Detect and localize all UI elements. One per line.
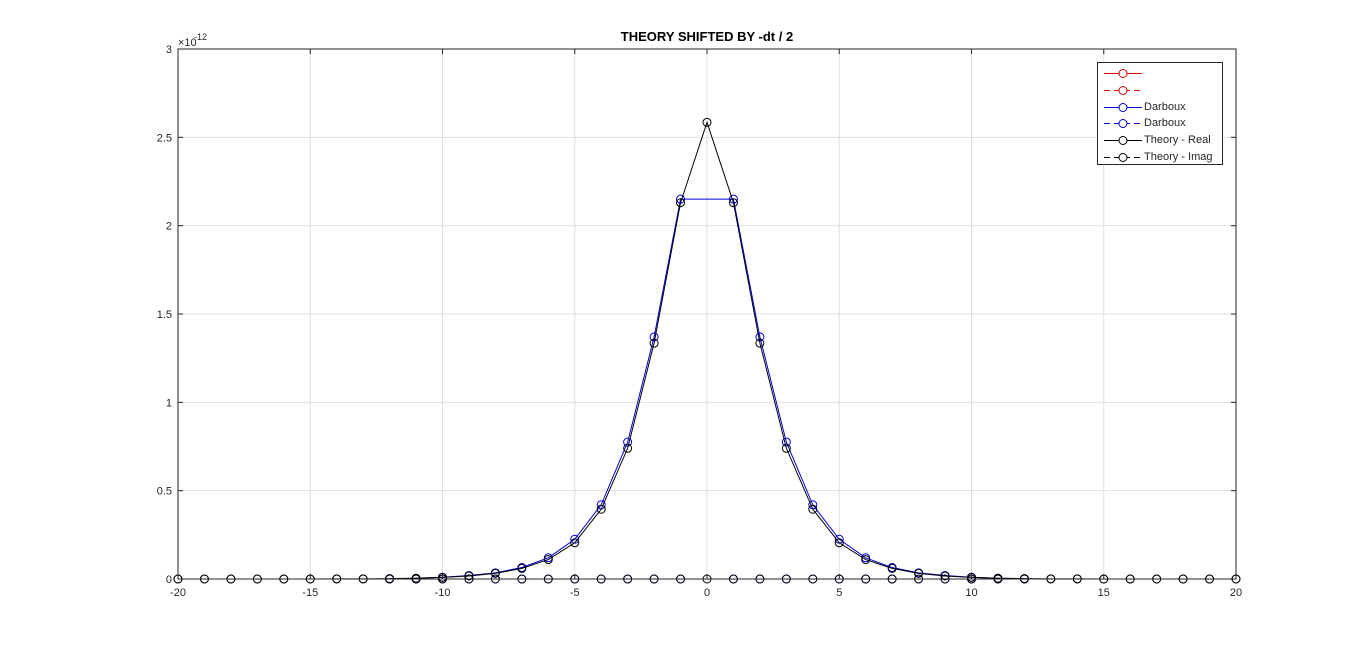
ticks: -20 -15 -10 -5 0 5 10 15 20 0 0.5 1 1.5 2 2.5 3 (157, 44, 1242, 599)
legend-entry[interactable] (1098, 65, 1224, 82)
y-exponent-base: ×10 (178, 37, 197, 49)
data-point-marker (517, 563, 527, 573)
x-tick-label: -20 (170, 587, 186, 599)
x-tick-label: 0 (704, 587, 710, 599)
data-point-marker (940, 571, 950, 581)
x-tick-label: 5 (836, 587, 842, 599)
data-point-marker (543, 555, 553, 565)
y-tick-label: 0.5 (157, 486, 172, 498)
y-exponent-power: -12 (194, 32, 207, 42)
data-point-marker (702, 117, 712, 127)
x-tick-label: -15 (302, 587, 318, 599)
legend-sample-icon (1104, 153, 1142, 162)
x-tick-label: 20 (1230, 587, 1242, 599)
legend-sample-icon (1104, 85, 1142, 95)
data-point-marker (623, 443, 633, 453)
data-point-marker (596, 504, 606, 514)
data-point-marker (676, 198, 686, 208)
legend-label: Darboux (1144, 117, 1186, 130)
x-tick-label: 15 (1098, 587, 1110, 599)
legend-entry[interactable]: Darboux (1098, 115, 1224, 132)
legend-entry[interactable]: Theory - Imag (1098, 149, 1224, 166)
data-point-marker (464, 571, 474, 581)
data-point-marker (728, 198, 738, 208)
data-point-marker (781, 437, 791, 447)
chart-title: THEORY SHIFTED BY -dt / 2 (621, 29, 793, 44)
data-point-marker (570, 538, 580, 548)
y-exponent: ×10 -12 (178, 32, 207, 49)
data-point-marker (623, 437, 633, 447)
data-point-marker (781, 443, 791, 453)
grid (178, 49, 1236, 579)
y-tick-label: 0 (166, 574, 172, 586)
y-tick-label: 3 (166, 44, 172, 56)
x-tick-label: 10 (965, 587, 977, 599)
data-point-marker (490, 568, 500, 578)
legend-label: Darboux (1144, 100, 1186, 113)
data-point-marker (808, 504, 818, 514)
x-tick-label: -10 (435, 587, 451, 599)
x-tick-label: -5 (570, 587, 580, 599)
data-point-marker (834, 538, 844, 548)
data-point-marker (755, 338, 765, 348)
legend-label: Theory - Real (1144, 134, 1211, 147)
legend-entry[interactable] (1098, 82, 1224, 99)
legend-marker (1118, 119, 1128, 129)
legend-marker (1118, 136, 1128, 146)
legend-sample-icon (1104, 136, 1142, 146)
y-tick-label: 2.5 (157, 132, 172, 144)
data-point-marker (914, 568, 924, 578)
y-tick-label: 1 (166, 397, 172, 409)
legend[interactable]: Darboux Darboux Theory - Real Theory - Imag (1097, 62, 1223, 165)
legend-marker (1118, 153, 1128, 162)
legend-entry[interactable]: Theory - Real (1098, 132, 1224, 149)
legend-marker (1118, 85, 1128, 95)
legend-sample-icon (1104, 102, 1142, 112)
legend-sample-icon (1104, 69, 1142, 78)
legend-marker (1118, 102, 1128, 112)
y-tick-label: 1.5 (157, 309, 172, 321)
data-point-marker (887, 563, 897, 573)
legend-marker (1118, 69, 1128, 78)
y-tick-label: 2 (166, 221, 172, 233)
data-point-marker (861, 555, 871, 565)
legend-entry[interactable]: Darboux (1098, 99, 1224, 116)
legend-sample-icon (1104, 119, 1142, 129)
legend-label: Theory - Imag (1144, 151, 1213, 163)
data-point-marker (649, 338, 659, 348)
